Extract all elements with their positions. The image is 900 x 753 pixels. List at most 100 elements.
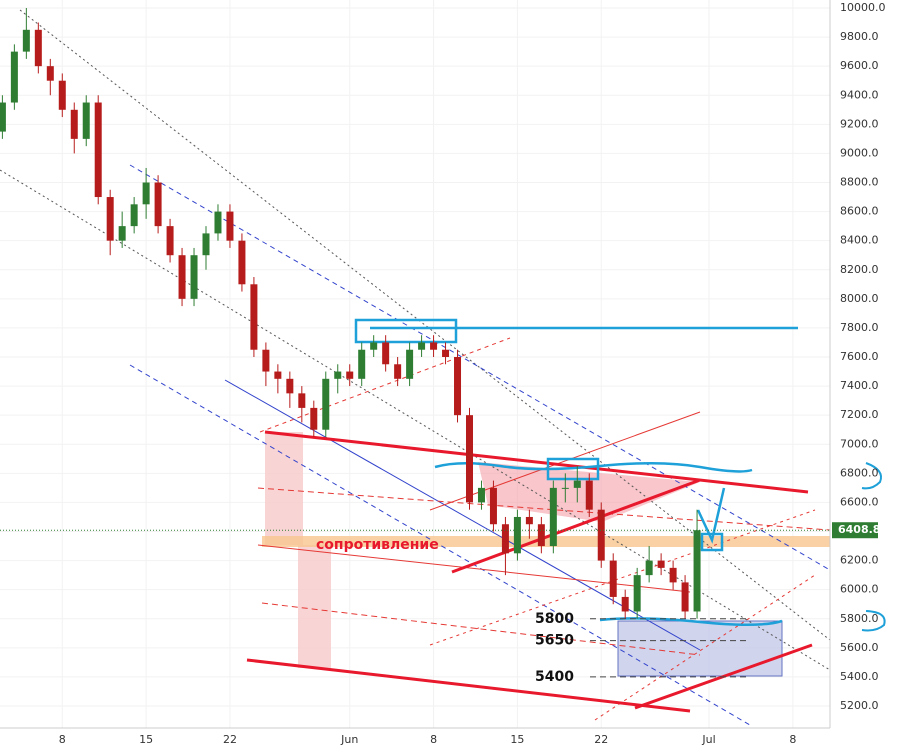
candle-body [298,393,306,408]
y-tick-label: 6200.0 [840,554,879,567]
y-tick-label: 9200.0 [840,117,879,130]
candle-body [334,371,342,379]
candle-body [46,66,54,81]
y-tick-label: 7800.0 [840,321,879,334]
x-tick-label: 22 [223,733,237,746]
candle-body [609,560,617,597]
channel-line [224,379,701,651]
red-thick [264,430,809,494]
x-tick-label: Jul [701,733,715,746]
y-tick-label: 5400.0 [840,670,879,683]
y-tick-label: 7400.0 [840,379,879,392]
y-tick-label: 5200.0 [840,699,879,712]
candle-body [549,487,557,547]
candle-body [382,342,390,365]
candle-body [561,487,569,489]
candle-body [669,567,677,583]
x-tick-label: 15 [510,733,524,746]
level-label: 5650 [535,633,574,649]
candle-body [274,371,282,379]
candle-body [10,51,18,103]
red-thick [246,658,691,713]
y-tick-label: 9400.0 [840,88,879,101]
red-dashed [594,574,816,721]
y-tick-label: 6800.0 [840,466,879,479]
x-tick-label: 8 [789,733,796,746]
candle-body [70,109,78,139]
red-dashed [261,602,701,656]
channel-line [129,364,751,726]
candle-body [442,349,450,357]
candle-body [597,509,605,561]
y-tick-label: 5600.0 [840,641,879,654]
candle-body [226,211,234,241]
blue-box [546,457,600,481]
candle-body [58,80,66,110]
y-tick-label: 5800.0 [840,612,879,625]
candle-body [585,480,593,510]
candle-body [262,349,270,372]
x-tick-label: 8 [430,733,437,746]
y-tick-label: 10000.0 [840,1,886,14]
y-tick-label: 9600.0 [840,59,879,72]
candle-body [322,378,330,430]
candle-body [358,349,366,379]
candle-body [310,407,318,430]
y-tick-label: 8600.0 [840,205,879,218]
candle-body [34,29,42,67]
candle-body [633,575,641,612]
candle-body [286,378,294,394]
annotation: сопротивление [316,537,439,553]
y-tick-label: 7200.0 [840,408,879,421]
y-tick-label: 6600.0 [840,495,879,508]
candle-body [621,596,629,612]
candle-body [178,255,186,299]
candle-body [346,371,354,379]
candle-body [250,284,258,350]
x-tick-label: 22 [594,733,608,746]
level-label: 5400 [535,669,574,685]
blue-box [354,318,458,344]
candle-body [406,349,414,379]
trend-line [0,169,831,671]
candle-body [394,364,402,379]
axis-mark [861,462,882,490]
candle-body [430,342,438,350]
candle-body [82,102,90,139]
candle-body [202,233,210,256]
candle-body [154,182,162,227]
pink-zone [298,545,331,668]
candle-body [681,582,689,612]
candle-body [693,530,701,612]
candle-body [418,342,426,350]
candle-body [0,102,6,132]
x-tick-label: Jun [340,733,358,746]
y-tick-label: 7000.0 [840,437,879,450]
price-tag-label: 6408.8 [838,523,880,536]
candle-body [573,480,581,488]
candle-body [118,226,126,241]
candle-body [454,357,462,416]
candle-body [214,211,222,234]
y-tick-label: 8200.0 [840,263,879,276]
candle-body [370,342,378,350]
red-thin [257,544,691,593]
resistance-band [262,536,830,547]
candle-body [465,415,473,503]
candle-body [106,197,114,241]
red-dashed [429,509,816,646]
candles: 5800 5650 5400 [0,8,830,685]
candle-body [513,516,521,554]
x-tick-label: 15 [139,733,153,746]
axis-mark [861,610,886,632]
blue-level [434,461,753,473]
candle-body [142,182,150,205]
y-tick-label: 9000.0 [840,146,879,159]
candle-body [22,29,30,52]
candle-body [657,560,665,568]
candle-body [489,487,497,525]
axes: 5200.05400.05600.05800.06000.06200.06400… [59,1,886,746]
blue-arrow [696,487,726,544]
